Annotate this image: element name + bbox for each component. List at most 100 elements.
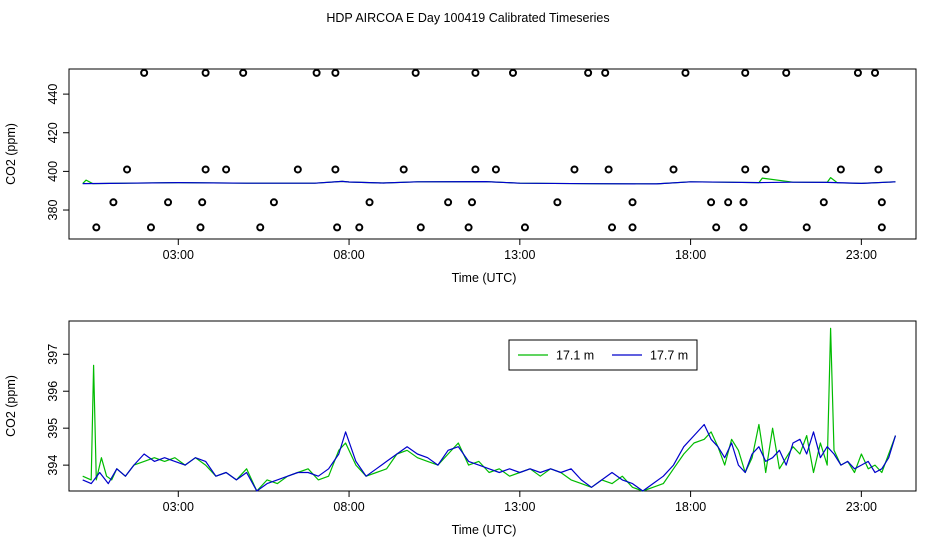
top-x-axis-label: Time (UTC) [452,271,517,285]
calibration-point [874,165,883,174]
calibration-point [164,198,173,207]
calibration-point [201,68,210,77]
calibration-point [491,165,500,174]
calibration-point [198,198,207,207]
x-tick-label: 03:00 [163,248,194,262]
calibration-point [553,198,562,207]
legend-label-17-1-m: 17.1 m [556,349,594,363]
calibration-point [411,68,420,77]
bottom-series-lines [82,327,897,492]
x-tick-label: 23:00 [846,248,877,262]
calibration-point [399,165,408,174]
y-tick-label: 400 [46,161,60,182]
y-tick-label: 395 [46,418,60,439]
calibration-point [681,68,690,77]
calibration-point [570,165,579,174]
calibration-point [508,68,517,77]
top-plot-frame [68,68,917,240]
calibration-point [761,165,770,174]
calibration-point [853,68,862,77]
x-tick-label: 13:00 [504,248,535,262]
top-x-axis: 03:00 08:00 13:00 18:00 23:00 [163,239,877,262]
calibration-point [724,198,733,207]
y-tick-label: 380 [46,200,60,221]
calibration-point [109,198,118,207]
calibration-point [201,165,210,174]
x-tick-label: 08:00 [333,248,364,262]
calibration-point [712,223,721,232]
legend-label-17-7-m: 17.7 m [650,349,688,363]
calibration-point [604,165,613,174]
calibration-point [196,223,205,232]
calibration-point [871,68,880,77]
series-line-17-1-m [82,327,897,492]
page-title: HDP AIRCOA E Day 100419 Calibrated Times… [326,11,609,25]
bottom-plot-frame [68,320,917,492]
calibration-point [416,223,425,232]
calibration-point [293,165,302,174]
calibration-point [239,68,248,77]
x-tick-label: 13:00 [504,500,535,514]
calibration-point [269,198,278,207]
calibration-point [222,165,231,174]
y-tick-label: 420 [46,122,60,143]
calibration-point [312,68,321,77]
calibration-point [331,68,340,77]
bottom-y-axis-label: CO2 (ppm) [4,375,18,437]
calibration-point [669,165,678,174]
calibration-point [819,198,828,207]
bottom-y-axis: 394 395 396 397 [46,344,69,476]
calibration-point [836,165,845,174]
calibration-point [464,223,473,232]
calibration-point [520,223,529,232]
y-tick-label: 394 [46,455,60,476]
calibration-point [877,198,886,207]
calibration-point [140,68,149,77]
calibration-point [256,223,265,232]
x-tick-label: 08:00 [333,500,364,514]
calibration-point [333,223,342,232]
series-line-17-7-m [82,180,896,185]
calibration-point [802,223,811,232]
calibration-point [365,198,374,207]
top-y-axis: 380 400 420 440 [46,84,69,221]
series-line-17-7-m [82,423,897,492]
calibration-point [628,223,637,232]
x-tick-label: 23:00 [846,500,877,514]
calibration-point [741,68,750,77]
top-y-axis-label: CO2 (ppm) [4,123,18,185]
top-series-lines [82,177,896,185]
top-chart: 380 400 420 440 03:00 08:00 13:00 18:00 23:00 T… [4,68,917,285]
y-tick-label: 440 [46,84,60,105]
calibration-point [584,68,593,77]
x-tick-label: 03:00 [163,500,194,514]
x-tick-label: 18:00 [675,500,706,514]
calibration-point [741,165,750,174]
bottom-x-axis: 03:00 08:00 13:00 18:00 23:00 [163,491,877,514]
y-tick-label: 396 [46,381,60,402]
calibration-point [444,198,453,207]
bottom-chart: 394 395 396 397 03:00 08:00 13:00 18:00 23:00 1… [4,320,917,537]
calibration-point [355,223,364,232]
calibration-point [471,68,480,77]
calibration-point [92,223,101,232]
calibration-point [739,223,748,232]
calibration-point [608,223,617,232]
calibration-point [468,198,477,207]
top-calibration-points [92,68,886,232]
calibration-point [146,223,155,232]
calibration-point [601,68,610,77]
calibration-point [123,165,132,174]
calibration-point [628,198,637,207]
calibration-point [782,68,791,77]
bottom-x-axis-label: Time (UTC) [452,523,517,537]
y-tick-label: 397 [46,344,60,365]
legend: 17.1 m 17.7 m [508,339,698,371]
calibration-point [707,198,716,207]
calibration-point [331,165,340,174]
x-tick-label: 18:00 [675,248,706,262]
calibration-point [739,198,748,207]
calibration-point [877,223,886,232]
calibration-point [471,165,480,174]
